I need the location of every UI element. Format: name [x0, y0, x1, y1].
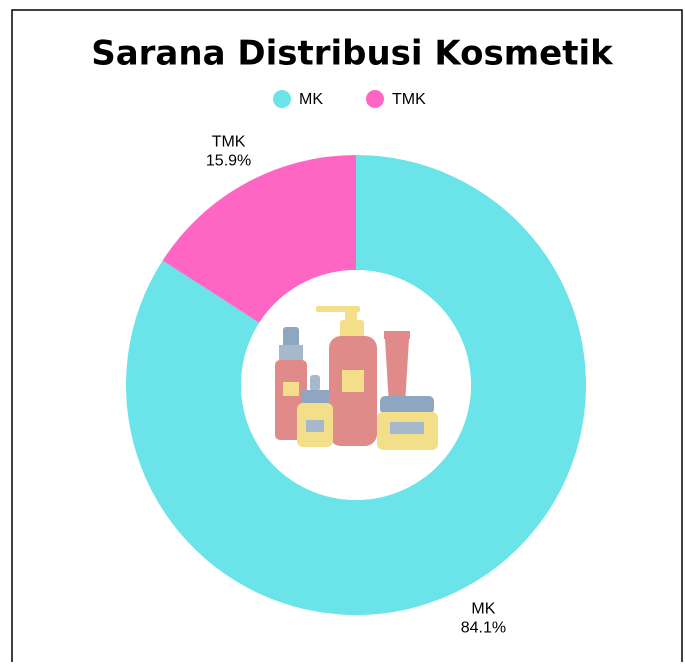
tube: [384, 331, 410, 339]
jar-lid: [380, 396, 434, 414]
cap: [279, 345, 303, 361]
cosmetics-illustration: [241, 270, 471, 500]
label: [306, 420, 324, 432]
chart-title: Sarana Distribusi Kosmetik: [91, 34, 614, 74]
legend-label: MK: [299, 91, 323, 108]
pump: [345, 306, 357, 322]
dropper: [301, 390, 329, 404]
label: [390, 422, 424, 434]
legend-swatch: [366, 90, 384, 108]
legend-swatch: [273, 90, 291, 108]
dropper: [310, 375, 320, 391]
legend-label: TMK: [392, 91, 426, 108]
slice-value: 15.9%: [206, 153, 251, 170]
page: {"chart_data": {"type": "pie", "donut": …: [0, 0, 685, 662]
slice-category: TMK: [212, 134, 246, 151]
chart: Sarana Distribusi Kosmetik MK TMK MK 84.1% T…: [0, 0, 685, 662]
tube: [385, 339, 409, 405]
label: [283, 382, 299, 396]
label: [342, 370, 364, 392]
pump: [340, 320, 364, 338]
slice-value: 84.1%: [461, 620, 506, 637]
slice-category: MK: [471, 601, 495, 618]
